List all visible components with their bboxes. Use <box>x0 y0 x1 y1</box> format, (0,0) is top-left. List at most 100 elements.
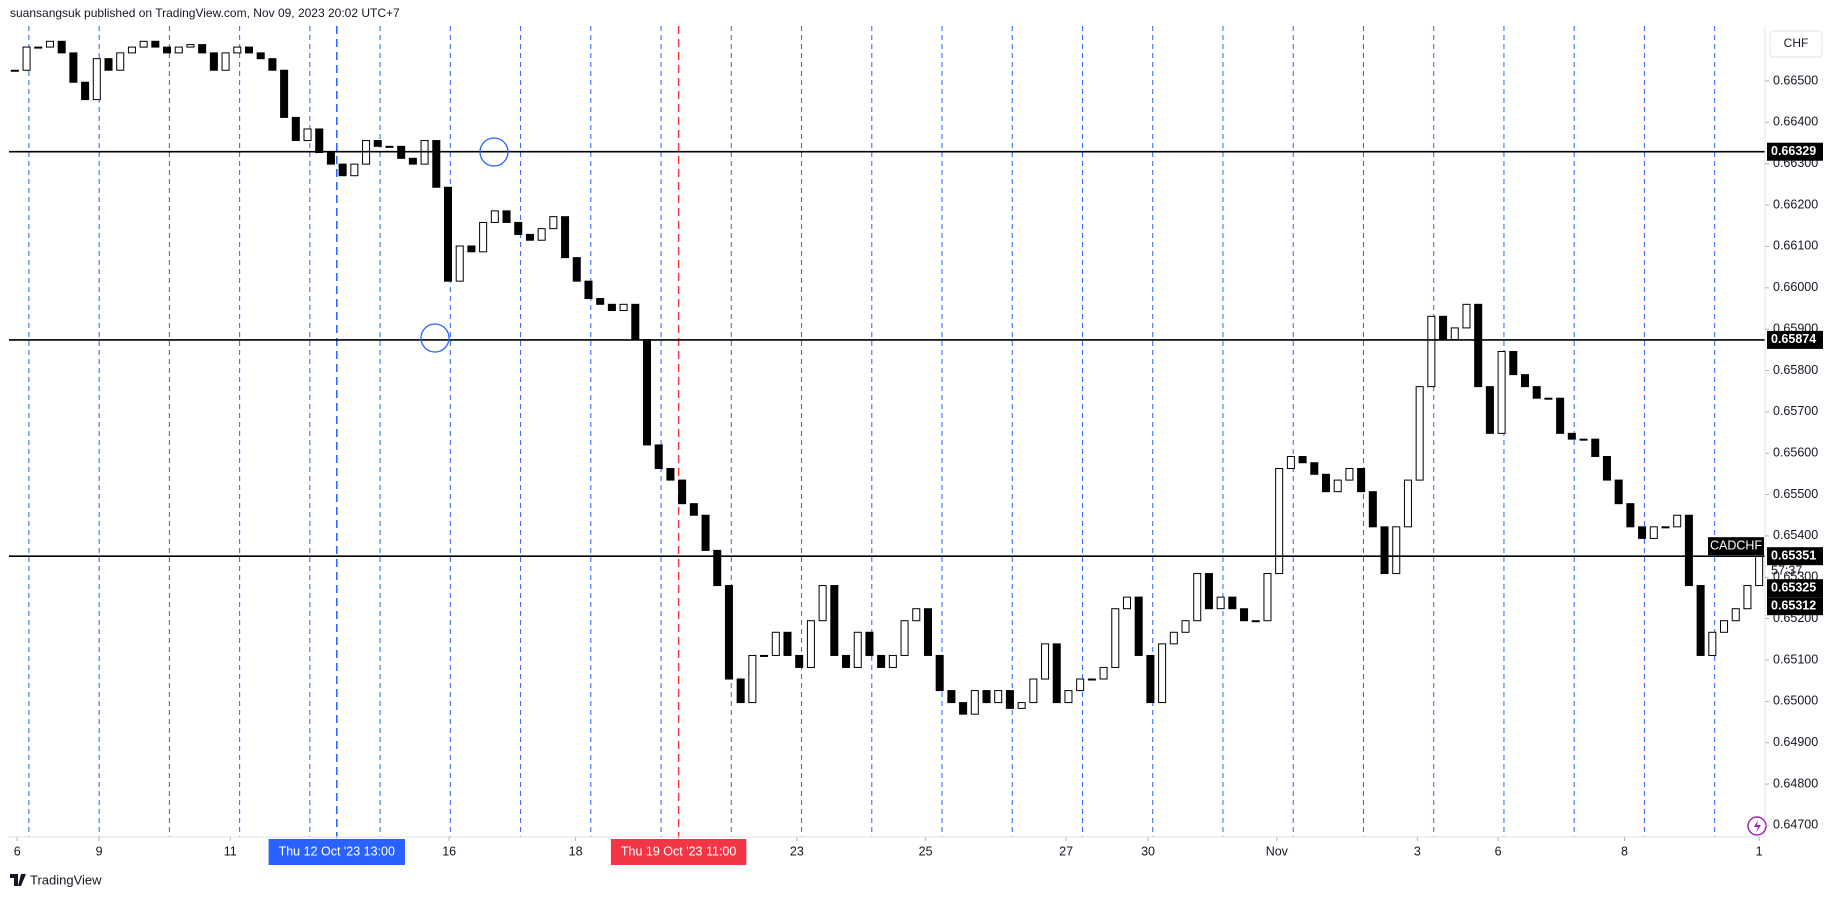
candle-body <box>1204 573 1213 610</box>
symbol-tag: CADCHF <box>1710 538 1762 552</box>
candle-body <box>69 52 78 83</box>
candle-body <box>888 654 897 668</box>
footer-brand: TradingView <box>30 872 102 887</box>
candle-body <box>1415 386 1424 481</box>
y-tick-label: 0.66000 <box>1773 280 1818 294</box>
x-tick-label: 27 <box>1059 844 1073 858</box>
candle-body <box>408 157 417 165</box>
y-tick-label: 0.65500 <box>1773 487 1818 501</box>
candle-body <box>1579 438 1588 441</box>
candle-body <box>994 690 1003 704</box>
candle-body <box>1158 643 1167 704</box>
candle-body <box>291 116 300 142</box>
candle-body <box>1228 596 1237 610</box>
candle-body <box>1696 585 1705 656</box>
candle-body <box>514 221 523 235</box>
candle-body <box>795 654 804 668</box>
candle-body <box>724 585 733 680</box>
candle-body <box>127 46 136 54</box>
candle-body <box>1720 620 1729 633</box>
candle-body <box>607 303 616 312</box>
candle-body <box>842 654 851 668</box>
candle-body <box>1041 643 1050 680</box>
x-tick-label: 30 <box>1141 844 1155 858</box>
candle-body <box>900 620 909 656</box>
candle-body <box>1474 303 1483 388</box>
candle-body <box>678 479 687 505</box>
candle-body <box>151 40 160 48</box>
candle-body <box>1614 479 1623 505</box>
candle-body <box>1368 491 1377 528</box>
candle-body <box>373 140 382 147</box>
level-label: 0.65351 <box>1771 548 1816 562</box>
x-tick-highlight-box <box>610 839 747 865</box>
currency-button[interactable] <box>1769 30 1823 58</box>
y-tick-label: 0.64900 <box>1773 735 1818 749</box>
lightning-bolt <box>1754 820 1761 833</box>
y-tick-label: 0.65800 <box>1773 363 1818 377</box>
y-tick-label: 0.66200 <box>1773 197 1818 211</box>
candle-body <box>1649 526 1658 539</box>
candle-body <box>104 58 113 71</box>
candle-body <box>970 690 979 715</box>
level-label: 0.65874 <box>1771 332 1816 346</box>
candle-body <box>1544 397 1553 400</box>
candle-body <box>233 46 242 54</box>
candle-body <box>572 257 581 282</box>
candle-body <box>689 503 698 516</box>
candle-body <box>1169 631 1178 645</box>
x-tick-label: 23 <box>790 844 804 858</box>
candle-body <box>1357 468 1366 493</box>
candle-body <box>923 608 932 656</box>
price-label: 0.65325 <box>1771 580 1816 594</box>
candle-body <box>1497 350 1506 434</box>
candle-body <box>947 690 956 704</box>
candle-body <box>1591 438 1600 458</box>
candle-body <box>244 46 253 54</box>
candle-body <box>432 140 441 188</box>
candle-body <box>666 468 675 481</box>
candle-body <box>1193 573 1202 622</box>
lightning-icon[interactable] <box>1747 816 1767 836</box>
candle-body <box>81 81 90 101</box>
candle-body <box>1708 631 1717 656</box>
candle-body <box>1380 526 1389 575</box>
candle-body <box>455 245 464 282</box>
x-tick-label: 1 <box>1756 844 1763 858</box>
candle-body <box>1661 526 1670 529</box>
candle-body <box>1532 386 1541 399</box>
candle-body <box>1450 327 1459 340</box>
candle-body <box>1310 462 1319 475</box>
candle-body <box>561 216 570 259</box>
candle-body <box>1111 608 1120 668</box>
x-tick-label-highlight: Thu 12 Oct '23 13:00 <box>279 844 395 858</box>
candle-body <box>280 69 289 118</box>
candle-body <box>1099 666 1108 680</box>
candle-body <box>303 128 312 142</box>
tradingview-logo: TradingView <box>10 872 102 887</box>
candle-body <box>1567 432 1576 440</box>
y-tick-label: 0.65000 <box>1773 694 1818 708</box>
x-tick-label: 6 <box>1495 844 1502 858</box>
candle-body <box>1134 596 1143 656</box>
candle-body <box>92 58 101 101</box>
candle-body <box>1439 315 1448 340</box>
candle-body <box>748 654 757 704</box>
candle-body <box>1122 596 1131 610</box>
price-label: 0.65312 <box>1771 598 1816 612</box>
candle-body <box>139 40 148 48</box>
x-tick-label: 16 <box>442 844 456 858</box>
x-tick-highlight-box <box>268 839 405 865</box>
candle-body <box>783 631 792 656</box>
level-label: 0.66329 <box>1771 144 1816 158</box>
currency-button-label[interactable]: CHF <box>1784 36 1809 50</box>
y-tick-label: 0.66400 <box>1773 115 1818 129</box>
candle-body <box>1462 303 1471 329</box>
price-label-box <box>1767 579 1823 598</box>
candle-body <box>1275 468 1284 575</box>
candle-body <box>912 608 921 622</box>
candle-body <box>315 128 324 154</box>
candle-body <box>1064 690 1073 704</box>
candle-body <box>1755 555 1764 587</box>
